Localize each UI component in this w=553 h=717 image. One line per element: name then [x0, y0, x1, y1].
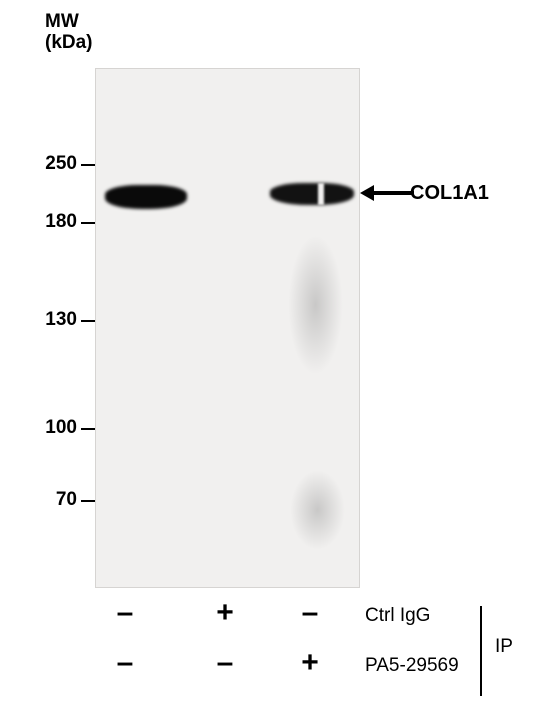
ip-bracket	[480, 606, 482, 696]
lane-symbol: –	[105, 596, 145, 630]
mw-text-top: MW	[45, 12, 93, 33]
tick-label: 180	[30, 211, 77, 233]
figure-root: MW (kDa) COL1A1 IP 250 180 130 100 70 – + – Ctrl…	[0, 0, 553, 717]
band-lane3-gap	[318, 183, 324, 205]
lane-symbol: –	[105, 646, 145, 680]
mw-axis-label: MW (kDa)	[45, 12, 93, 54]
target-label: COL1A1	[410, 182, 489, 205]
tick-label: 130	[30, 309, 77, 331]
tick-label: 70	[30, 489, 77, 511]
tick-mark	[81, 320, 95, 322]
mw-text-bottom: (kDa)	[45, 33, 93, 54]
lane-symbol: –	[290, 596, 330, 630]
tick-mark	[81, 428, 95, 430]
tick-label: 100	[30, 417, 77, 439]
lane-symbol: –	[205, 646, 245, 680]
band-lane1	[105, 185, 187, 209]
smear-1	[288, 235, 343, 375]
tick-mark	[81, 222, 95, 224]
tick-label: 250	[30, 153, 77, 175]
band-lane3	[270, 183, 354, 205]
lane-symbol: +	[290, 646, 330, 680]
lane-symbol: +	[205, 596, 245, 630]
tick-mark	[81, 500, 95, 502]
row-label: Ctrl IgG	[365, 605, 430, 627]
row-label: PA5-29569	[365, 655, 459, 677]
arrow-line	[372, 191, 414, 195]
smear-2	[290, 470, 345, 550]
ip-label: IP	[495, 636, 513, 658]
tick-mark	[81, 164, 95, 166]
